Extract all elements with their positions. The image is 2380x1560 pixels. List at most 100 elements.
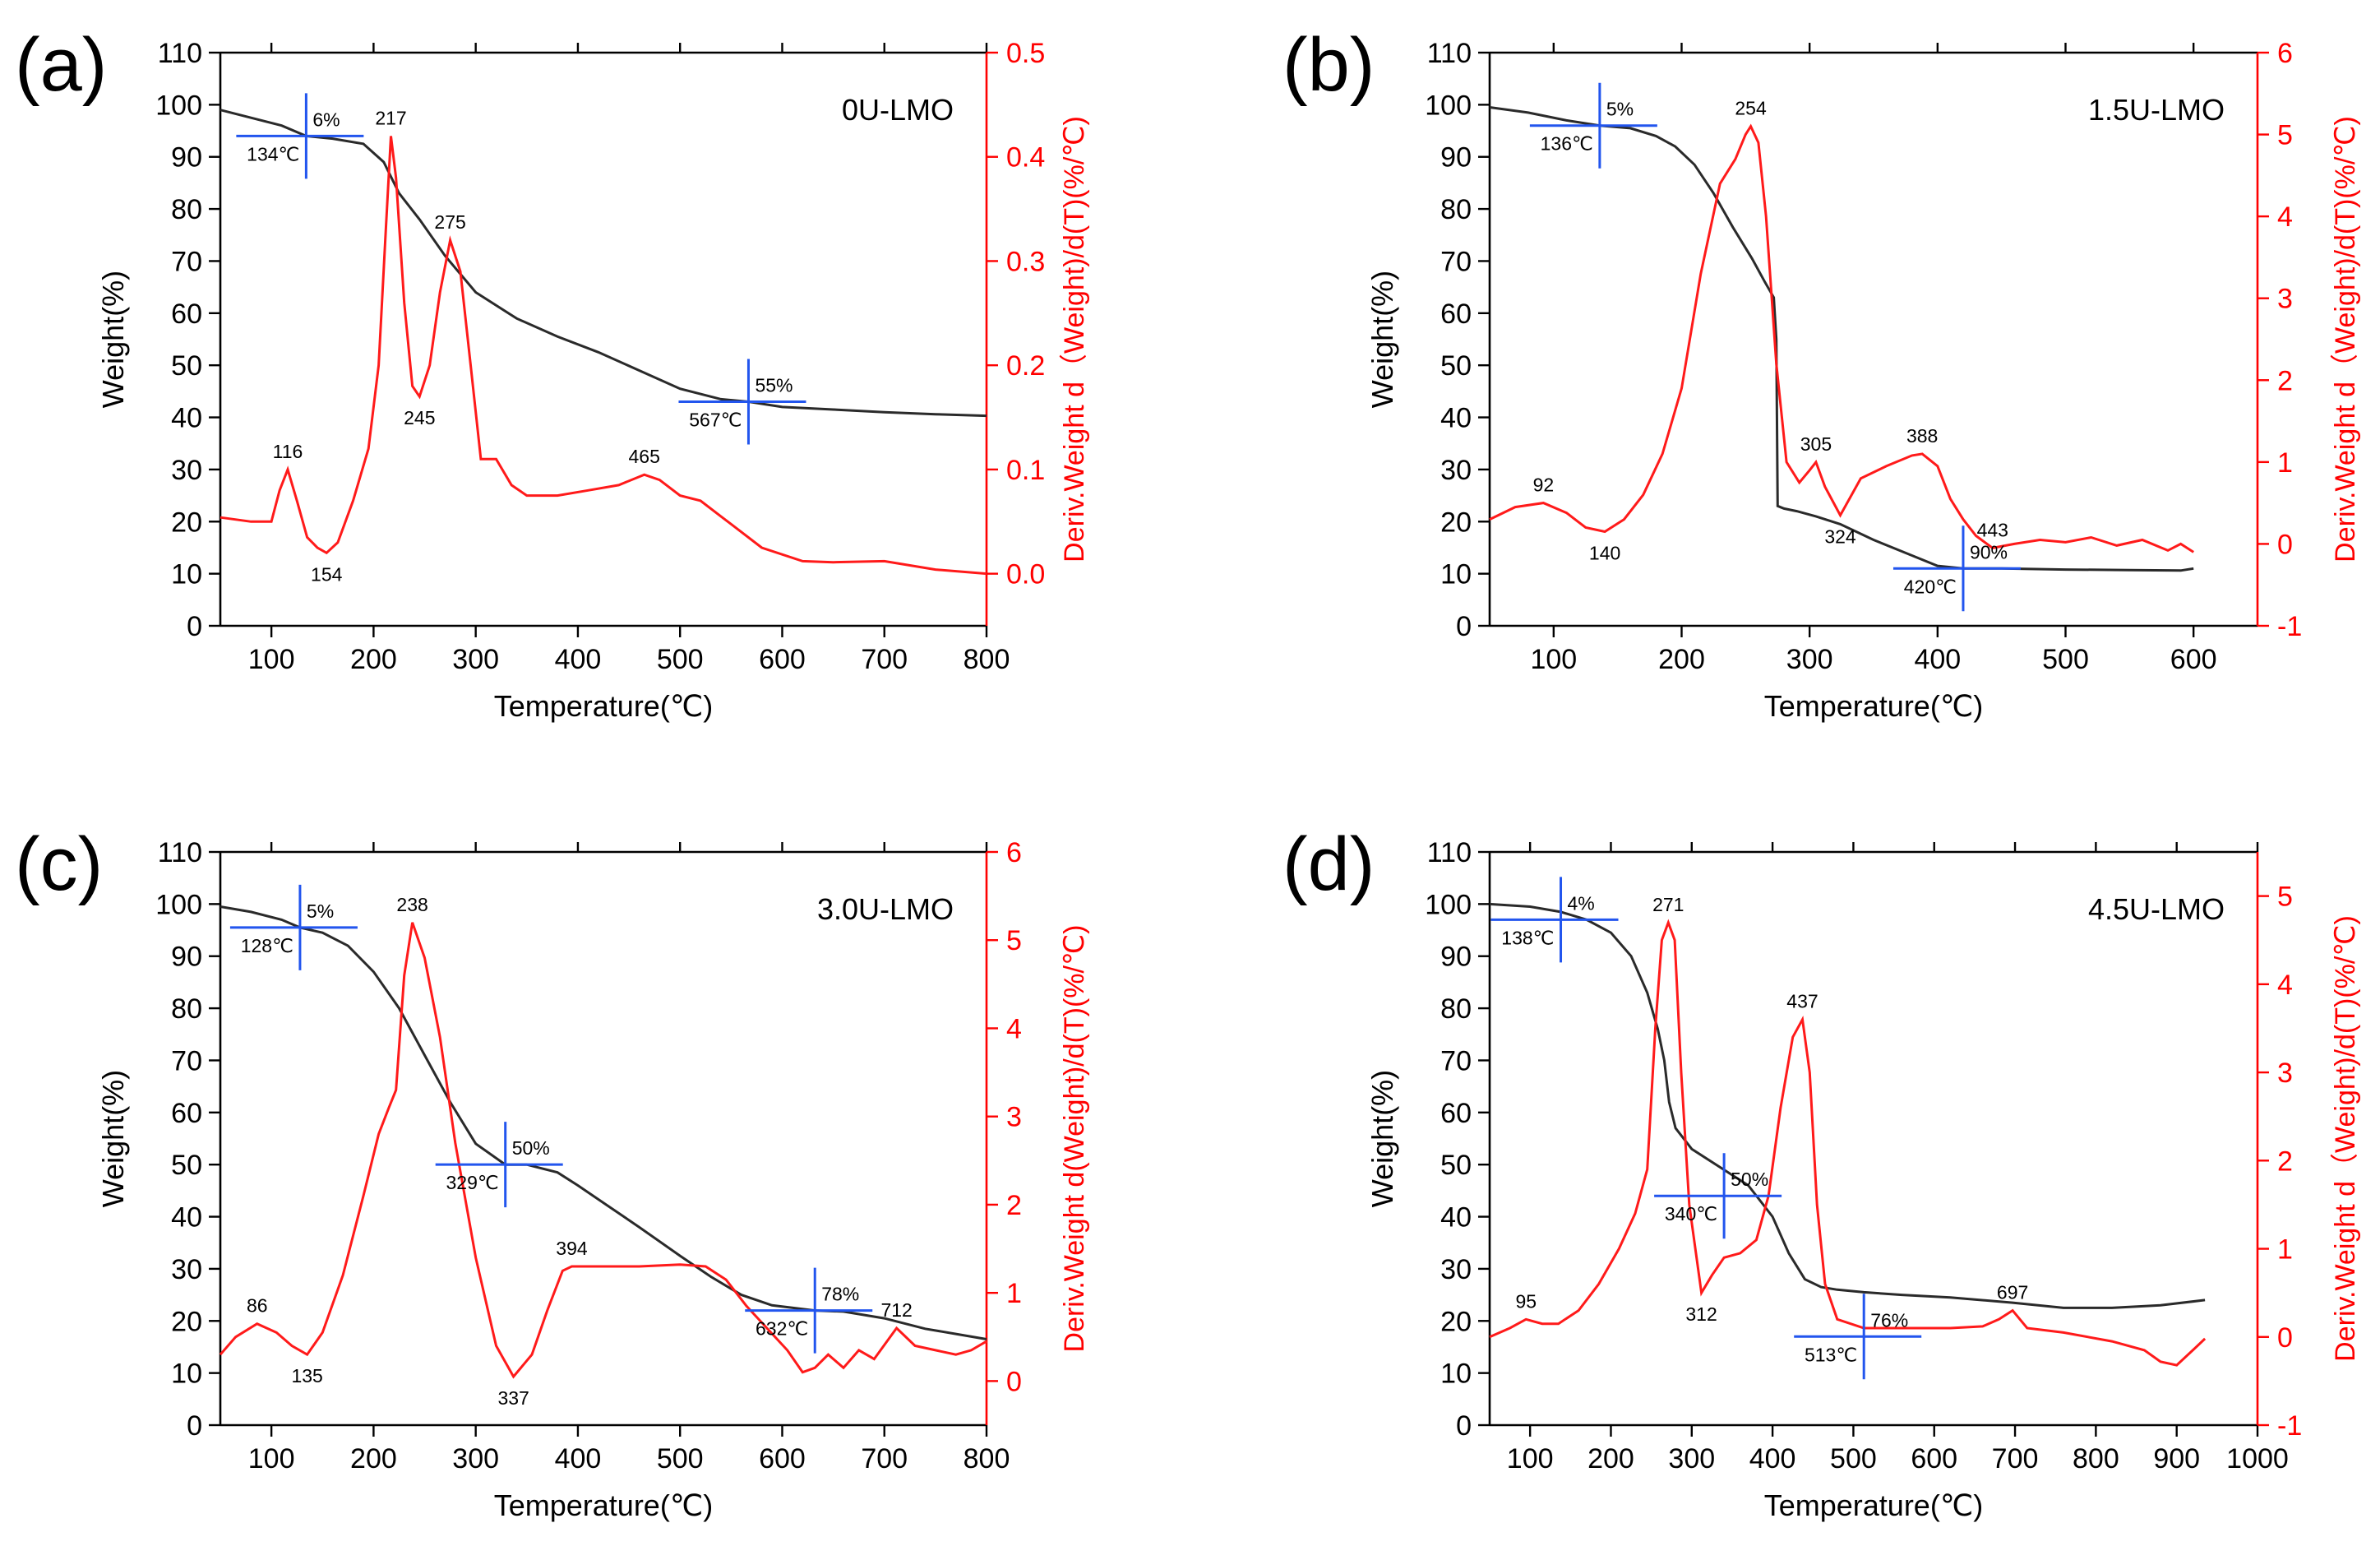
x-tick-label: 800 xyxy=(964,1443,1010,1474)
y2-tick-label: 4 xyxy=(2277,201,2293,233)
y2-tick-label: 6 xyxy=(1006,837,1022,868)
derivative-curve xyxy=(1489,919,2207,1367)
onset-loss-label: 76% xyxy=(1870,1309,1908,1331)
x-tick-label: 700 xyxy=(1992,1443,2039,1474)
sample-label: 0U-LMO xyxy=(842,93,954,127)
y-tick-label: 70 xyxy=(1440,246,1472,277)
x-tick-label: 300 xyxy=(1786,644,1833,675)
y2-tick-label: -1 xyxy=(2277,1410,2302,1442)
y-tick-label: 100 xyxy=(155,90,202,121)
y-tick-label: 30 xyxy=(171,455,202,486)
onset-temp-label: 567℃ xyxy=(689,410,742,431)
y2-tick-label: 0 xyxy=(2277,1322,2293,1354)
y-tick-label: 50 xyxy=(1440,350,1472,382)
peak-label: 312 xyxy=(1685,1303,1717,1325)
onset-temp-label: 134℃ xyxy=(247,143,299,164)
derivative-curve xyxy=(219,922,987,1379)
y2-axis-title: Deriv.Weight d（Weight)/d(T)(%/℃) xyxy=(2330,915,2361,1362)
weight-curve xyxy=(220,109,987,418)
weight-curve xyxy=(1489,902,2206,1309)
onset-temp-label: 128℃ xyxy=(241,935,293,956)
peak-label: 388 xyxy=(1906,425,1938,447)
panel-b: (b)100 200 300 400 500 6000102030405060708090… xyxy=(1282,23,2361,723)
peak-label: 394 xyxy=(556,1238,588,1259)
y-tick-label: 110 xyxy=(1427,837,1472,868)
x-tick-label: 100 xyxy=(248,1443,295,1474)
onset-loss-label: 50% xyxy=(1731,1169,1768,1190)
y2-tick-label: 4 xyxy=(1006,1013,1022,1044)
onset-loss-label: 50% xyxy=(512,1137,550,1159)
peak-label: 437 xyxy=(1786,991,1818,1012)
y2-tick-label: 1 xyxy=(2277,1234,2293,1266)
y-tick-label: 100 xyxy=(1425,90,1472,121)
y-tick-label: 10 xyxy=(171,559,202,590)
y2-axis-title: Deriv.Weight d（Weight)/d(T)(%/℃) xyxy=(1059,116,1090,562)
panel-letter: (a) xyxy=(15,23,107,107)
panel-d: (d)100 200 300 400 500 600 700 800 900 1000010203… xyxy=(1282,822,2361,1522)
peak-label: 86 xyxy=(247,1295,268,1317)
y2-tick-label: 3 xyxy=(1006,1102,1022,1133)
y-tick-label: 40 xyxy=(171,1202,202,1234)
y-tick-label: 0 xyxy=(1456,1410,1472,1442)
y-tick-label: 60 xyxy=(1440,1098,1472,1129)
x-tick-label: 200 xyxy=(350,644,397,675)
y-tick-label: 0 xyxy=(187,611,202,642)
y2-tick-label: 0.0 xyxy=(1006,559,1045,590)
weight-curve xyxy=(1489,106,2194,572)
peak-label: 140 xyxy=(1589,542,1620,563)
onset-temp-label: 329℃ xyxy=(446,1172,498,1193)
y2-tick-label: 2 xyxy=(2277,365,2293,396)
peak-label: 245 xyxy=(404,407,435,428)
y-axis-title: Weight(%) xyxy=(96,271,130,408)
y-tick-label: 20 xyxy=(1440,507,1472,538)
y2-tick-label: 0 xyxy=(2277,529,2293,560)
y-tick-label: 70 xyxy=(171,1045,202,1076)
panel-letter: (c) xyxy=(15,822,103,906)
peak-label: 712 xyxy=(880,1299,912,1321)
y-tick-label: 90 xyxy=(1440,942,1472,973)
y-tick-label: 90 xyxy=(1440,142,1472,174)
x-tick-label: 500 xyxy=(657,644,704,675)
y-tick-label: 80 xyxy=(1440,194,1472,225)
onset-temp-label: 632℃ xyxy=(756,1318,808,1340)
x-tick-label: 300 xyxy=(452,644,499,675)
onset-loss-label: 55% xyxy=(755,375,793,396)
y-tick-label: 60 xyxy=(1440,299,1472,330)
x-tick-label: 1000 xyxy=(2226,1443,2289,1474)
x-tick-label: 300 xyxy=(1668,1443,1715,1474)
y2-tick-label: 5 xyxy=(2277,120,2293,151)
peak-label: 238 xyxy=(396,894,427,915)
peak-label: 217 xyxy=(375,107,406,128)
derivative-curve xyxy=(220,136,987,576)
y2-tick-label: 6 xyxy=(2277,38,2293,69)
y2-tick-label: 0.4 xyxy=(1006,142,1045,174)
x-tick-label: 600 xyxy=(2170,644,2217,675)
panel-c: (c)100 200 300 400 500 600 700 8000102030405060… xyxy=(15,822,1090,1522)
x-axis-title: Temperature(℃) xyxy=(494,1488,714,1522)
y-tick-label: 20 xyxy=(171,1306,202,1337)
y2-axis-title: Deriv.Weight d（Weight)/d(T)(%/℃) xyxy=(2330,116,2361,562)
y2-tick-label: 0 xyxy=(1006,1366,1022,1397)
y2-tick-label: 4 xyxy=(2277,970,2293,1001)
peak-label: 697 xyxy=(1997,1282,2028,1303)
onset-loss-label: 5% xyxy=(1606,99,1634,120)
y2-axis-title: Deriv.Weight d(Weight)/d(T)(%/℃) xyxy=(1059,925,1090,1353)
y-tick-label: 80 xyxy=(1440,993,1472,1025)
y-tick-label: 50 xyxy=(171,1150,202,1181)
y2-tick-label: 0.2 xyxy=(1006,350,1045,382)
x-tick-label: 100 xyxy=(1507,1443,1554,1474)
x-tick-label: 500 xyxy=(2042,644,2089,675)
peak-label: 324 xyxy=(1824,526,1856,548)
y2-tick-label: 0.3 xyxy=(1006,246,1045,277)
y-tick-label: 20 xyxy=(171,507,202,538)
y-tick-label: 40 xyxy=(171,403,202,434)
x-tick-label: 100 xyxy=(1530,644,1577,675)
y-tick-label: 30 xyxy=(1440,455,1472,486)
onset-temp-label: 340℃ xyxy=(1665,1203,1717,1224)
y-tick-label: 50 xyxy=(171,350,202,382)
y2-tick-label: 0.1 xyxy=(1006,455,1045,486)
x-tick-label: 200 xyxy=(350,1443,397,1474)
y-tick-label: 0 xyxy=(187,1410,202,1442)
x-tick-label: 300 xyxy=(452,1443,499,1474)
